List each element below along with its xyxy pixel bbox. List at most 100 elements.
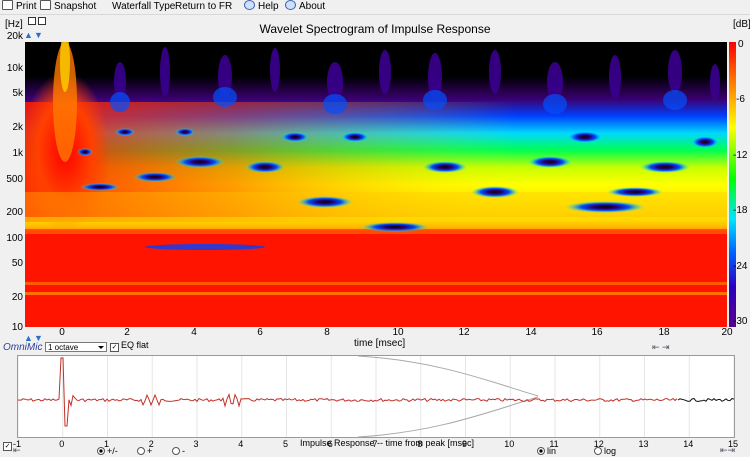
zoom-in-button[interactable]: [28, 17, 36, 25]
envelope-bottom-line: [357, 396, 539, 438]
radio-plusminus-label: +/-: [107, 446, 118, 456]
impulse-x-tick: 0: [59, 439, 65, 449]
impulse-x-tick: 2: [148, 439, 154, 449]
colorbar: [729, 42, 736, 327]
y-unit-label: [Hz]: [5, 19, 23, 30]
radio-log-label: log: [604, 446, 617, 456]
radio-plus-dot: [137, 447, 145, 455]
radio-plusminus[interactable]: +/-: [97, 446, 118, 456]
impulse-x-tick: 9: [461, 439, 467, 449]
impulse-x-tick: -1: [12, 439, 21, 449]
y-down2-arrow-icon[interactable]: ▼: [34, 333, 43, 343]
radio-log-dot: [594, 447, 602, 455]
impulse-scroll-left-icon[interactable]: ⇤: [13, 445, 21, 455]
y-tick-20k: 20k: [6, 31, 23, 42]
envelope-top-line: [357, 355, 539, 397]
colorbar-unit: [dB]: [733, 19, 750, 30]
spectrogram-title: Wavelet Spectrogram of Impulse Response: [259, 22, 491, 36]
impulse-plot[interactable]: [17, 355, 735, 438]
about-label: About: [299, 1, 326, 12]
toolbar: Print Snapshot Waterfall Type Return to …: [0, 0, 750, 15]
octave-select[interactable]: 1 octave: [45, 342, 107, 352]
cb-tick-24: -24: [733, 261, 748, 272]
radio-lin[interactable]: lin: [537, 446, 556, 456]
y-down-arrow-icon[interactable]: ▼: [34, 30, 43, 40]
print-button[interactable]: Print: [2, 0, 37, 14]
x-tick-10: 10: [392, 327, 404, 338]
spectrogram-image: [25, 42, 727, 327]
x-tick-14: 14: [525, 327, 537, 338]
waterfall-type-button[interactable]: Waterfall Type: [112, 0, 175, 14]
x-axis-label: time [msec]: [354, 338, 406, 349]
help-label: Help: [258, 1, 279, 12]
brand-logo: OmniMic: [3, 342, 43, 353]
impulse-x-tick: 1: [103, 439, 109, 449]
radio-log[interactable]: log: [594, 446, 616, 456]
impulse-x-tick: 7: [372, 439, 378, 449]
info-icon: [285, 0, 296, 10]
radio-lin-dot: [537, 447, 545, 455]
y-tick-500: 500: [6, 174, 23, 185]
impulse-checkbox[interactable]: ✓: [3, 438, 14, 451]
cb-tick-0: 0: [738, 39, 744, 50]
impulse-x-tick: 8: [417, 439, 423, 449]
eq-flat-check-icon: ✓: [110, 343, 119, 352]
impulse-trace: [18, 357, 678, 427]
camera-icon: [40, 0, 51, 10]
impulse-x-label: Impulse Response -- time from peak [msec…: [300, 438, 475, 448]
impulse-x-tick: 3: [193, 439, 199, 449]
cb-tick-12: -12: [733, 150, 748, 161]
y-tick-1k: 1k: [12, 148, 23, 159]
x-tick-0: 0: [59, 327, 65, 338]
x-tick-6: 6: [257, 327, 263, 338]
scroll-arrows-icon[interactable]: ⇤ ⇥: [652, 342, 670, 352]
zoom-out-button[interactable]: [38, 17, 46, 25]
impulse-check-icon: ✓: [3, 442, 12, 451]
eq-flat-checkbox[interactable]: ✓ EQ flat: [110, 340, 149, 352]
radio-minus-dot: [172, 447, 180, 455]
impulse-x-tick: 14: [683, 439, 694, 449]
impulse-x-tick: 13: [638, 439, 649, 449]
about-button[interactable]: About: [285, 0, 325, 14]
print-label: Print: [16, 1, 37, 12]
x-tick-4: 4: [191, 327, 197, 338]
cb-tick-30: -30: [733, 316, 748, 327]
y-tick-5k: 5k: [12, 88, 23, 99]
y-tick-50: 50: [11, 258, 23, 269]
radio-plus-label: +: [147, 446, 153, 456]
y-up2-arrow-icon[interactable]: ▲: [24, 333, 33, 343]
radio-plus[interactable]: +: [137, 446, 152, 456]
eq-flat-label: EQ flat: [121, 340, 149, 350]
impulse-x-tick: 6: [327, 439, 333, 449]
y-tick-10k: 10k: [6, 63, 23, 74]
y-tick-2k: 2k: [12, 122, 23, 133]
x-tick-12: 12: [458, 327, 470, 338]
snapshot-button[interactable]: Snapshot: [40, 0, 96, 14]
y-up-arrow-icon[interactable]: ▲: [24, 30, 33, 40]
impulse-x-tick: 10: [504, 439, 515, 449]
x-tick-2: 2: [124, 327, 130, 338]
impulse-x-tick: 4: [238, 439, 244, 449]
spectrogram-plot[interactable]: [25, 42, 727, 327]
impulse-scroll-right-icon[interactable]: ⇤⇥: [720, 445, 736, 455]
x-tick-8: 8: [324, 327, 330, 338]
printer-icon: [2, 0, 13, 10]
help-button[interactable]: Help: [244, 0, 279, 14]
radio-minus[interactable]: -: [172, 446, 185, 456]
x-tick-20: 20: [721, 327, 733, 338]
cb-tick-18: -18: [733, 205, 748, 216]
impulse-x-tick: 12: [593, 439, 604, 449]
return-fr-button[interactable]: Return to FR: [175, 0, 232, 14]
y-tick-200: 200: [6, 207, 23, 218]
return-fr-label: Return to FR: [175, 1, 233, 12]
radio-lin-label: lin: [547, 446, 557, 456]
impulse-x-tick: 15: [727, 439, 738, 449]
radio-minus-label: -: [182, 446, 185, 456]
y-tick-100: 100: [6, 233, 23, 244]
snapshot-label: Snapshot: [54, 1, 97, 12]
impulse-chart: [17, 355, 735, 438]
y-tick-10: 10: [11, 322, 23, 333]
impulse-tail: [677, 397, 735, 403]
help-icon: [244, 0, 255, 10]
radio-plusminus-dot: [97, 447, 105, 455]
